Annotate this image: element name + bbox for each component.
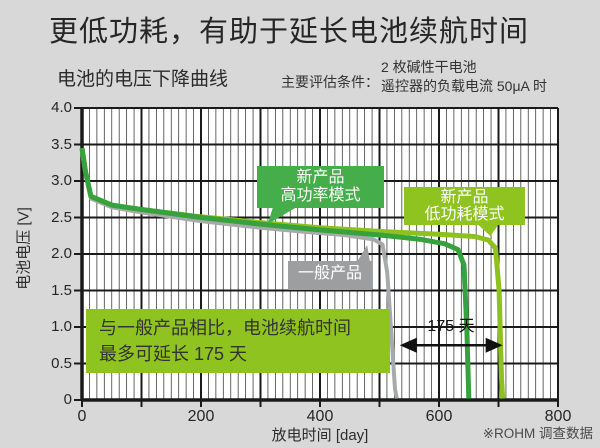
y-axis-title: 电池电压 [V] bbox=[15, 207, 33, 290]
chart-title: 电池的电压下降曲线 bbox=[57, 69, 229, 90]
source-note: ※ROHM 调查数据 bbox=[482, 426, 593, 441]
callout-line: 新产品 bbox=[440, 189, 489, 206]
callout-line: 低功耗模式 bbox=[424, 206, 505, 223]
benefit-line-1: 与一般产品相比，电池续航时间 bbox=[99, 318, 351, 338]
days-gap-label: 175 天 bbox=[427, 318, 475, 335]
benefit-line-2: 最多可延长 175 天 bbox=[99, 344, 248, 364]
arrowhead-right bbox=[485, 337, 503, 353]
conditions-label: 主要评估条件： bbox=[281, 74, 379, 90]
callout-line: 高功率模式 bbox=[280, 187, 361, 204]
callout-generic-product: 一般产品 bbox=[288, 261, 372, 290]
page-title: 更低功耗，有助于延长电池续航时间 bbox=[49, 16, 530, 48]
callout-line: 新产品 bbox=[296, 169, 345, 186]
callout-line: 一般产品 bbox=[297, 265, 362, 282]
callout-new-low-power: 新产品 低功耗模式 bbox=[404, 187, 525, 225]
x-axis-title: 放电时间 [day] bbox=[271, 427, 369, 444]
condition-line-1: 2 枚碱性干电池 bbox=[381, 59, 477, 75]
callout-new-high-power: 新产品 高功率模式 bbox=[257, 166, 384, 208]
condition-line-2: 遥控器的负载电流 50μA 时 bbox=[381, 78, 547, 94]
arrowhead-left bbox=[399, 337, 417, 353]
conditions-text: 2 枚碱性干电池 遥控器的负载电流 50μA 时 bbox=[381, 58, 547, 96]
benefit-note: 与一般产品相比，电池续航时间 最多可延长 175 天 bbox=[86, 309, 390, 373]
series-新产品 高功率模式 bbox=[79, 147, 472, 399]
